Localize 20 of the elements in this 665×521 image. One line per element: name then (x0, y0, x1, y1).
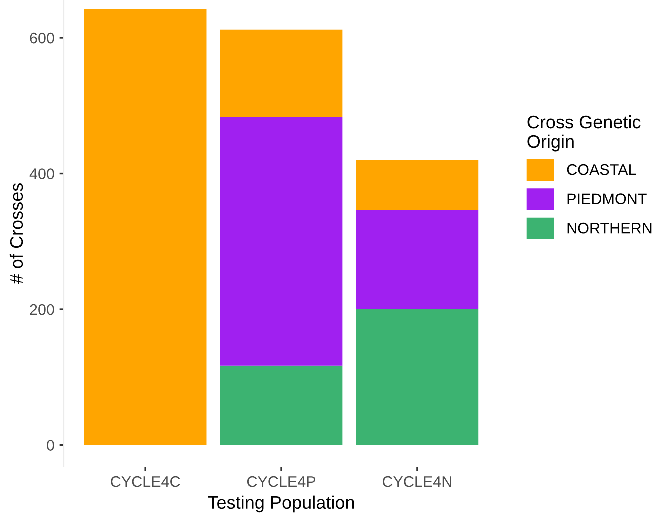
legend-label: PIEDMONT (568, 194, 647, 204)
bar (84, 10, 207, 446)
bar (220, 366, 343, 446)
bar (356, 210, 479, 310)
x-tick-label: CYCLE4N (382, 476, 452, 488)
legend-title: Cross Genetic Origin (528, 115, 641, 152)
x-axis-title: Testing Population (208, 496, 354, 513)
legend-label: NORTHERN (568, 222, 652, 234)
y-tick-label: 0 (47, 440, 54, 451)
y-tick-label: 200 (30, 304, 54, 316)
legend-label: COASTAL (567, 164, 636, 176)
bar (356, 160, 479, 210)
y-axis-title: # of Crosses (10, 183, 24, 284)
bar (356, 310, 479, 446)
x-tick-label: CYCLE4C (111, 476, 180, 488)
y-tick-label: 600 (30, 32, 54, 44)
bar (220, 30, 343, 118)
bar (220, 117, 343, 366)
x-tick-label: CYCLE4P (247, 476, 316, 488)
y-tick-label: 400 (30, 168, 54, 180)
